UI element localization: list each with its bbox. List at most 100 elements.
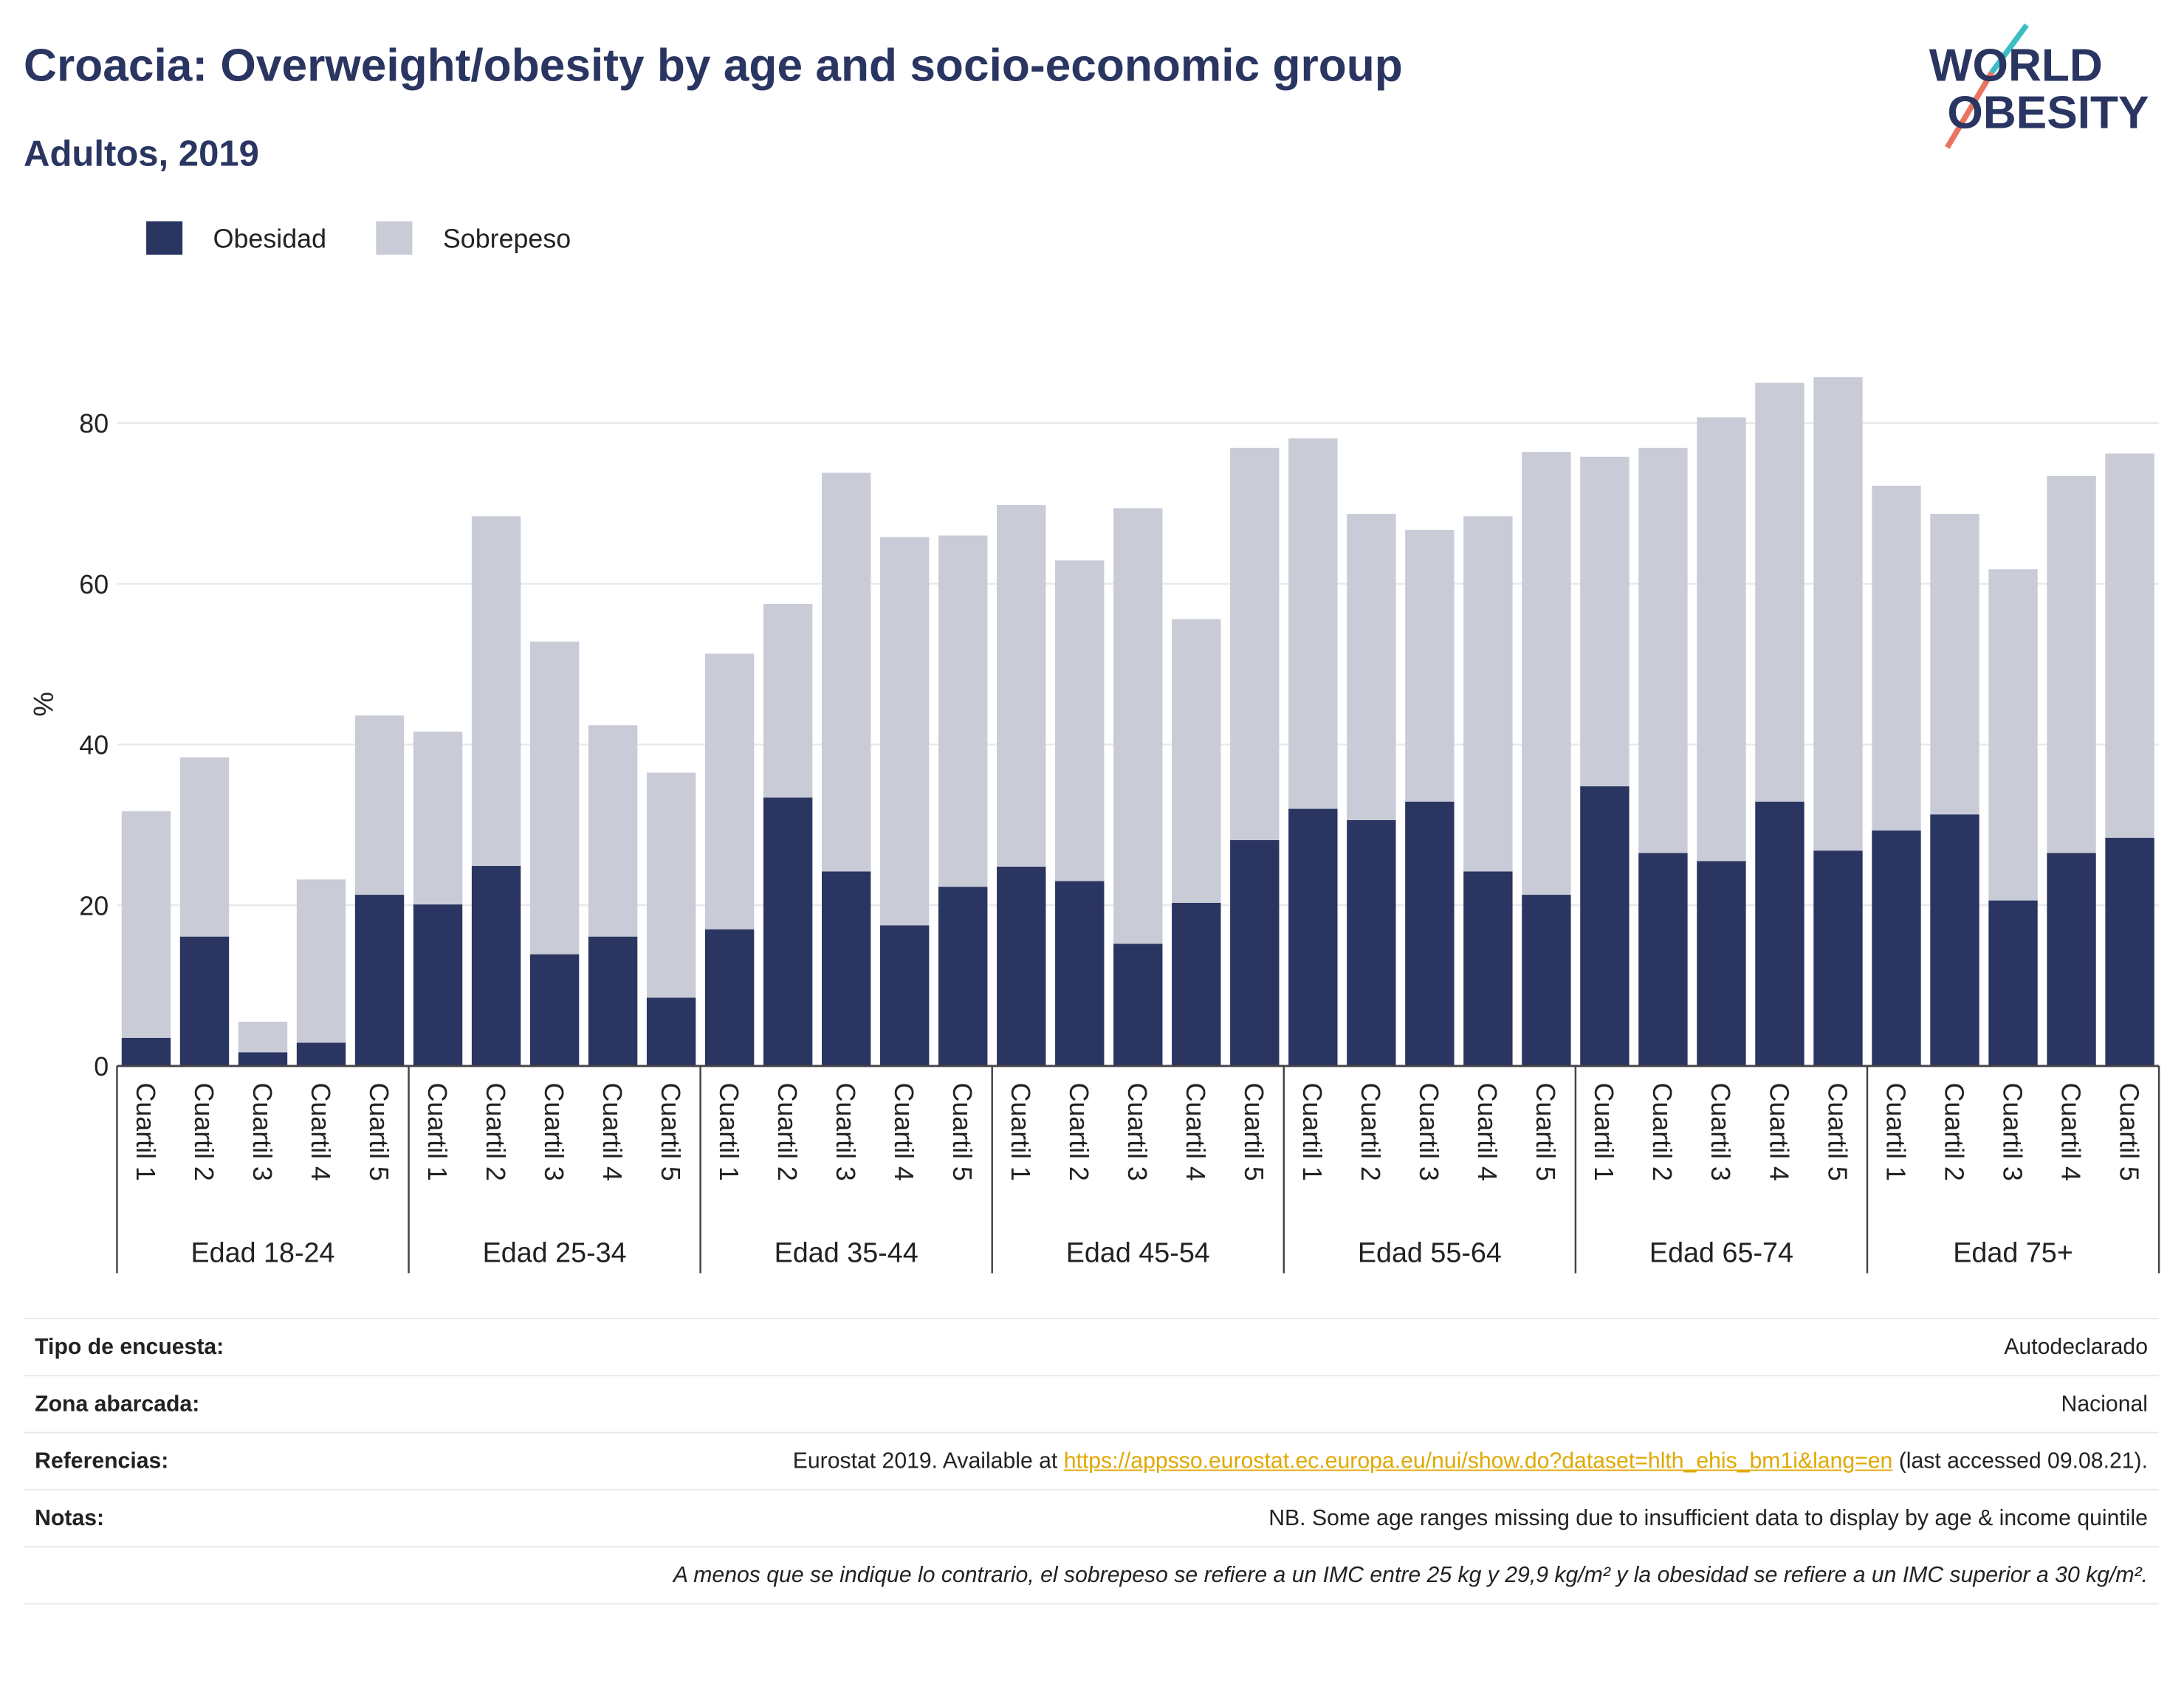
bar-segment <box>1172 902 1221 1066</box>
info-row: Tipo de encuesta: Autodeclarado <box>24 1318 2160 1375</box>
info-label: Referencias: <box>35 1450 169 1474</box>
x-tick-label: Cuartil 4 <box>306 1083 335 1181</box>
info-value-text: Nacional <box>2061 1392 2148 1417</box>
bar-segment <box>1580 786 1630 1066</box>
reference-after: (last accessed 09.08.21). <box>1898 1450 2148 1474</box>
bar-segment <box>1872 485 1921 831</box>
bar-segment <box>1930 514 1979 815</box>
y-tick-label: 60 <box>79 570 109 599</box>
x-tick-label: Cuartil 1 <box>1881 1083 1910 1181</box>
reference-link[interactable]: https://appsso.eurostat.ec.europa.eu/nui… <box>1063 1450 1893 1474</box>
bar-segment <box>354 895 405 1066</box>
y-tick-label: 0 <box>94 1052 109 1082</box>
info-row: Notas: NB. Some age ranges missing due to… <box>24 1488 2160 1546</box>
x-tick-label: Cuartil 1 <box>422 1083 452 1181</box>
bar-segment <box>1172 619 1221 903</box>
info-value: Nacional <box>2061 1393 2148 1418</box>
x-tick-label: Cuartil 3 <box>1706 1083 1735 1181</box>
bar-segment <box>938 535 988 887</box>
x-tick-label: Cuartil 4 <box>1181 1083 1210 1181</box>
bar-segment <box>1405 801 1455 1066</box>
bar-segment <box>354 715 405 895</box>
group-label: Edad 55-64 <box>1358 1237 1502 1268</box>
info-table: Tipo de encuesta: Autodeclarado Zona abarc… <box>24 1318 2160 1605</box>
bar-segment <box>1463 516 1513 872</box>
bar-segment <box>997 866 1046 1066</box>
x-tick-label: Cuartil 5 <box>1822 1083 1852 1181</box>
x-tick-label: Cuartil 2 <box>1356 1083 1385 1181</box>
bar-segment <box>880 537 930 926</box>
bar-segment <box>763 797 813 1066</box>
group-label: Edad 45-54 <box>1066 1237 1210 1268</box>
bar-segment <box>179 936 230 1066</box>
bar-segment <box>1872 830 1921 1066</box>
bar-segment <box>529 642 580 955</box>
bar-segment <box>1288 438 1338 809</box>
bar-segment <box>1988 569 2038 901</box>
bar-segment <box>880 925 930 1066</box>
x-tick-label: Cuartil 3 <box>1414 1083 1443 1181</box>
x-tick-label: Cuartil 4 <box>2056 1083 2085 1181</box>
bar-segment <box>413 732 463 905</box>
info-label: Notas: <box>35 1507 105 1531</box>
legend-label: Obesidad <box>213 224 326 254</box>
bar-segment <box>2047 853 2096 1066</box>
x-tick-label: Cuartil 3 <box>1997 1083 2027 1181</box>
bar-segment <box>238 1052 288 1066</box>
x-tick-label: Cuartil 1 <box>714 1083 744 1181</box>
x-tick-label: Cuartil 2 <box>1939 1083 1968 1181</box>
bar-segment <box>1288 808 1338 1066</box>
x-tick-label: Cuartil 2 <box>1064 1083 1093 1181</box>
x-tick-label: Cuartil 5 <box>2114 1083 2143 1181</box>
bar-segment <box>471 865 521 1066</box>
x-tick-label: Cuartil 1 <box>1297 1083 1327 1181</box>
y-tick-label: 80 <box>79 409 109 439</box>
x-tick-label: Cuartil 5 <box>364 1083 394 1181</box>
x-tick-label: Cuartil 5 <box>656 1083 685 1181</box>
bar-segment <box>1580 456 1630 787</box>
bar-segment <box>296 1042 346 1066</box>
x-tick-label: Cuartil 3 <box>539 1083 569 1181</box>
logo-text: WORLD <box>1929 40 2103 91</box>
x-tick-label: Cuartil 5 <box>947 1083 977 1181</box>
info-label: Zona abarcada: <box>35 1392 200 1417</box>
bar-segment <box>704 653 755 929</box>
bar-segment <box>1638 447 1688 853</box>
bar-segment <box>1638 853 1688 1066</box>
x-tick-label: Cuartil 2 <box>1647 1083 1677 1181</box>
bar-segment <box>296 879 346 1043</box>
bar-segment <box>529 954 580 1066</box>
footnote: A menos que se indique lo contrario, el … <box>24 1546 2160 1605</box>
x-tick-label: Cuartil 4 <box>1472 1083 1502 1181</box>
info-row: Referencias: Eurostat 2019. Available at … <box>24 1431 2160 1489</box>
x-tick-label: Cuartil 4 <box>1764 1083 1793 1181</box>
logo-slash <box>1989 23 2029 75</box>
bar-segment <box>821 871 871 1066</box>
info-label: Tipo de encuesta: <box>35 1335 224 1360</box>
x-tick-label: Cuartil 5 <box>1239 1083 1268 1181</box>
legend-swatch <box>376 221 413 255</box>
bar-segment <box>1055 560 1105 881</box>
bar-segment <box>1755 801 1804 1066</box>
bar-segment <box>821 472 871 872</box>
x-tick-label: Cuartil 2 <box>772 1083 802 1181</box>
x-tick-label: Cuartil 2 <box>481 1083 510 1181</box>
group-label: Edad 75+ <box>1953 1237 2073 1268</box>
bar-segment <box>1930 814 1979 1066</box>
bar-segment <box>1347 819 1396 1066</box>
x-tick-label: Cuartil 3 <box>831 1083 860 1181</box>
bar-segment <box>1988 900 2038 1066</box>
info-value: Eurostat 2019. Available at https://apps… <box>793 1450 2148 1475</box>
x-tick-label: Cuartil 5 <box>1531 1083 1560 1181</box>
info-value-text: NB. Some age ranges missing due to insuf… <box>1268 1507 2148 1531</box>
bar-segment <box>763 603 813 798</box>
bar-segment <box>938 887 988 1066</box>
bar-segment <box>471 516 521 866</box>
bar-segment <box>1813 850 1863 1066</box>
bar-segment <box>2047 475 2096 853</box>
x-tick-label: Cuartil 4 <box>889 1083 918 1181</box>
bar-segment <box>1113 508 1163 944</box>
bar-segment <box>1697 861 1746 1066</box>
group-label: Edad 25-34 <box>483 1237 627 1268</box>
